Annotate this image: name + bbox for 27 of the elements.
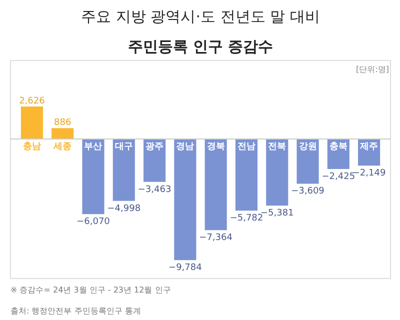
x-tick-label: 경남	[176, 142, 194, 152]
x-tick-label: 제주	[359, 142, 378, 152]
data-label: −9,784	[168, 263, 202, 274]
data-label: −7,364	[199, 233, 233, 244]
data-label: −5,782	[230, 214, 264, 224]
text: ※ 증감수= 24년 3월 인구 - 23년 12월 인구	[10, 286, 171, 294]
data-label: 886	[54, 118, 72, 128]
x-tick-label: 대구	[114, 142, 133, 152]
x-tick-label: 충남	[22, 141, 41, 152]
x-tick-label: 전북	[268, 142, 286, 152]
x-tick-label: 충북	[329, 141, 348, 152]
x-tick-label: 강원	[298, 142, 317, 152]
data-label: 2,626	[19, 96, 46, 107]
text: [단위:명]	[356, 65, 389, 74]
data-label: −3,609	[291, 186, 325, 197]
data-label: −6,070	[76, 217, 110, 228]
x-tick-label: 부산	[84, 142, 102, 152]
x-tick-label: 광주	[146, 142, 164, 152]
x-tick-label: 세종	[52, 142, 72, 152]
data-label: −2,425	[322, 172, 356, 182]
x-tick-label: 전남	[237, 142, 256, 152]
x-tick-label: 경북	[206, 142, 225, 152]
data-label: −3,463	[138, 184, 172, 195]
chart-subtitle: 주민등록 인구 증감수	[128, 38, 274, 56]
data-label: −4,998	[107, 204, 141, 214]
source-note: 출처: 행정안전부 주민등록인구 통계	[10, 306, 141, 316]
chart-title: 주요 지방 광역시·도 전년도 말 대비	[81, 8, 320, 26]
